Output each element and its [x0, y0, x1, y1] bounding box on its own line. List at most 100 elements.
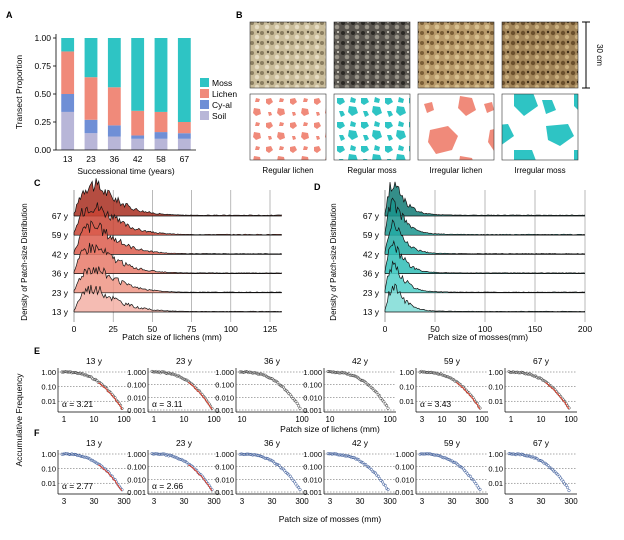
x-tick-label: 10	[180, 415, 189, 424]
data-point	[362, 462, 366, 466]
data-point	[435, 453, 439, 457]
data-point	[429, 370, 433, 374]
data-point	[255, 453, 259, 457]
x-tick-label: 30	[356, 497, 365, 506]
data-point	[332, 452, 336, 456]
y-tick-label: 0.100	[127, 463, 146, 472]
ridge-fill-23y	[74, 266, 282, 293]
data-point	[526, 454, 531, 458]
x-tick-label: 3	[420, 415, 425, 424]
y-tick-label: 1.00	[34, 33, 51, 43]
x-tick-label: 100	[475, 415, 489, 424]
y-tick-label: 0.00	[34, 145, 51, 155]
ridge-label: 67 y	[363, 211, 380, 221]
legend-swatch-moss	[200, 78, 209, 87]
panel-title: 42 y	[352, 356, 369, 366]
x-tick-label: 67	[180, 154, 190, 164]
ccdf-panel-23y: 23 y 1.000 0.100 0.010 0.001 3 30 300 α = 2.66	[127, 438, 221, 506]
fit-line	[98, 382, 123, 410]
data-point	[267, 376, 271, 380]
data-point	[428, 452, 432, 456]
data-point	[161, 452, 165, 456]
data-point	[269, 376, 273, 380]
ridge-fill-13y	[385, 284, 585, 312]
y-tick-label: 1.000	[215, 368, 234, 377]
x-tick-label: 3	[420, 497, 425, 506]
data-point	[436, 453, 440, 458]
ridge-line-13y	[73, 284, 282, 313]
x-tick-label: 30	[90, 497, 99, 506]
bar-lichen-58	[154, 111, 168, 133]
y-tick-label: 0.100	[395, 463, 414, 472]
data-point	[350, 373, 354, 377]
bar-moss-42	[131, 38, 145, 111]
panel-title: 23 y	[176, 438, 193, 448]
panel-label-c: C	[34, 178, 41, 188]
panel-title: 67 y	[533, 438, 550, 448]
ridge-fill-59y	[385, 198, 585, 236]
x-axis-label: Patch size of mosses(mm)	[428, 332, 528, 342]
x-tick-label: 10	[90, 415, 99, 424]
ridge-fill-13y	[74, 284, 282, 312]
ccdf-mosses: 13 y 1.00 0.10 0.01 3 30 300 α = 2.77 23 y 1.000 0…	[41, 438, 578, 506]
data-point	[437, 454, 442, 458]
ccdf-panel-59y: 59 y 1.00 0.10 0.01 3 10 30 100 α = 3.43	[399, 356, 489, 424]
label-regular-moss: Regular moss	[347, 166, 396, 175]
panel-label-d: D	[314, 182, 321, 192]
data-point	[333, 371, 337, 375]
y-tick-label: 0.100	[303, 463, 322, 472]
data-point	[385, 403, 389, 408]
data-point	[92, 460, 96, 464]
data-point	[151, 370, 155, 374]
ridge-label: 42 y	[363, 249, 380, 259]
data-point	[564, 483, 568, 487]
data-point	[542, 461, 546, 465]
data-point	[82, 373, 86, 377]
y-tick-label: 0.010	[215, 475, 234, 484]
data-point	[182, 377, 186, 381]
data-point	[514, 370, 518, 374]
data-point	[449, 459, 453, 463]
x-tick-label: 13	[63, 154, 73, 164]
photo-regular-moss	[333, 21, 411, 89]
data-point	[518, 453, 522, 457]
y-tick-label: 0.10	[399, 383, 414, 392]
bar-lichen-42	[131, 110, 145, 136]
data-point	[507, 452, 511, 456]
data-point	[344, 454, 348, 458]
panel-title: 36 y	[264, 356, 281, 366]
x-tick-label: 10	[326, 415, 335, 424]
data-point	[178, 457, 182, 461]
data-point	[520, 452, 524, 456]
alpha-label: α = 3.11	[152, 399, 183, 409]
bar-moss-36	[107, 38, 121, 88]
data-point	[444, 375, 449, 379]
ridge-line-59y	[73, 202, 282, 236]
data-point	[354, 457, 358, 461]
data-point	[440, 455, 444, 459]
legend-swatch-lichen	[200, 89, 209, 98]
x-tick-label: 10	[537, 415, 546, 424]
data-point	[297, 404, 301, 408]
ccdf-panel-13y: 13 y 1.00 0.10 0.01 3 30 300 α = 2.77	[41, 438, 131, 506]
data-point	[85, 374, 89, 378]
bar-moss-58	[154, 38, 168, 112]
data-point	[431, 452, 435, 457]
y-tick-label: 0.010	[127, 393, 146, 402]
data-point	[244, 369, 248, 374]
data-point	[437, 372, 442, 376]
data-point	[446, 457, 450, 461]
x-tick-label: 300	[475, 497, 489, 506]
x-tick-label: 1	[509, 415, 514, 424]
data-point	[248, 452, 252, 456]
ridge-label: 23 y	[52, 288, 69, 298]
bar-lichen-23	[84, 77, 98, 120]
data-point	[531, 374, 535, 378]
x-tick-label: 30	[458, 415, 467, 424]
ccdf-panel-59y: 59 y 1.000 0.100 0.010 0.001 3 30 300	[395, 438, 489, 506]
data-point	[351, 374, 355, 378]
x-tick-label: 300	[383, 497, 397, 506]
data-point	[538, 458, 542, 463]
legend-label-cy-al: Cy-al	[212, 100, 232, 110]
